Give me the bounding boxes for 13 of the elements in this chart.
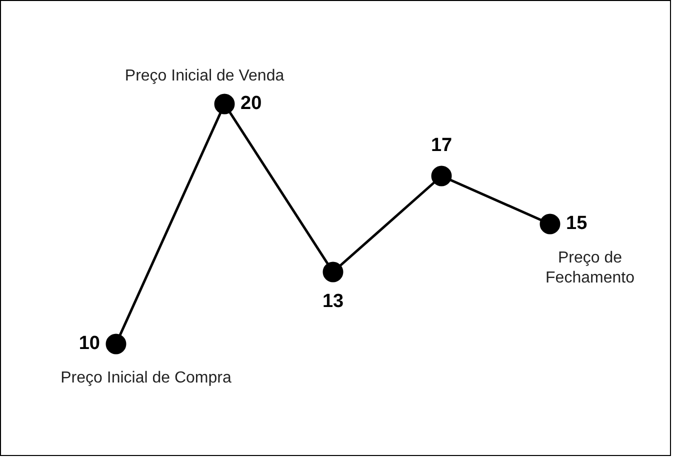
data-label: 13: [322, 291, 344, 312]
point: [322, 262, 344, 282]
point: [540, 214, 560, 234]
annotation: Preço de Fechamento: [546, 249, 635, 286]
point: [106, 334, 126, 354]
data-label: 15: [566, 213, 588, 234]
data-label: 17: [430, 135, 452, 156]
data-label: 20: [240, 93, 262, 114]
text: Preço Inicial de Compra: [60, 369, 232, 386]
point: [214, 94, 235, 114]
text: Preço Inicial de Venda: [124, 67, 284, 84]
data-label: 10: [78, 333, 100, 354]
point: [431, 166, 452, 186]
